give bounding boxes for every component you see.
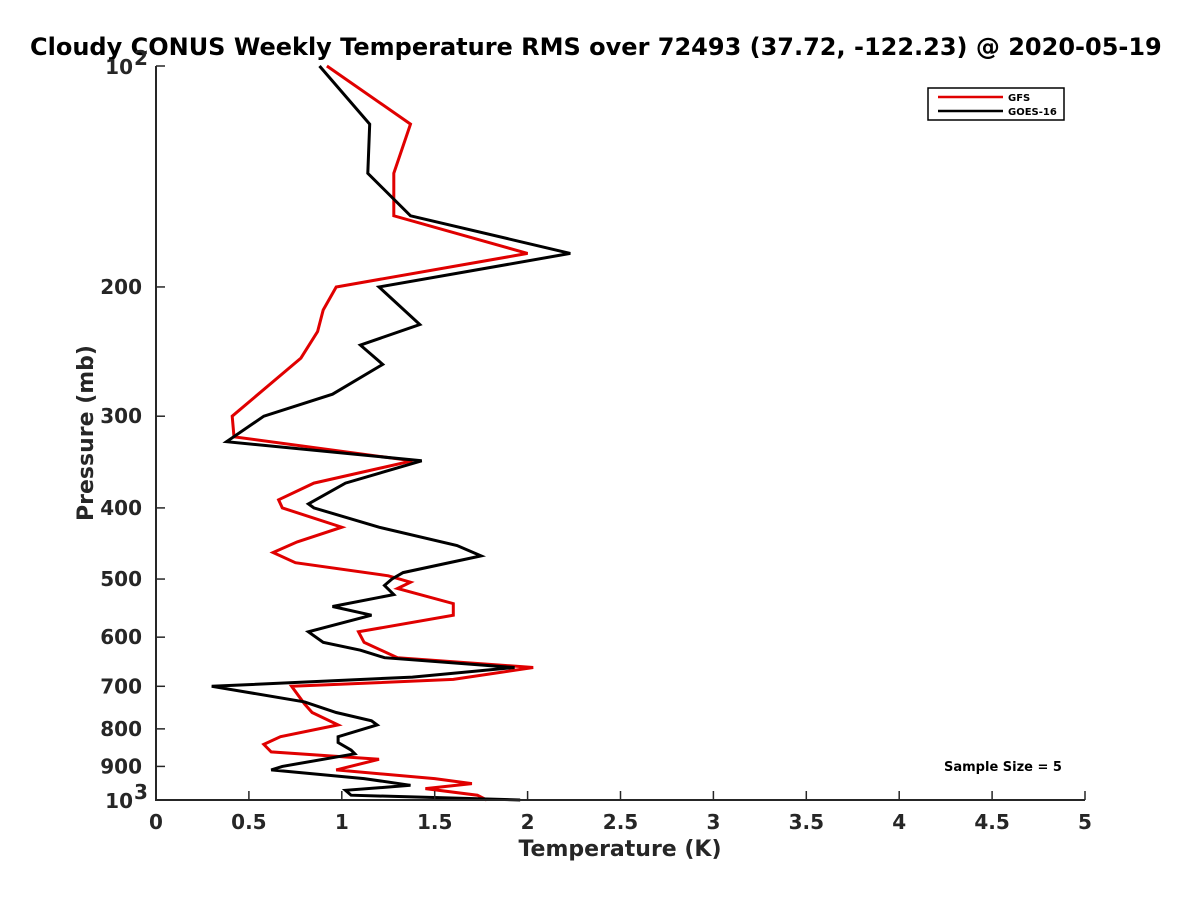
legend: GFS GOES-16 [927, 87, 1065, 121]
x-tick-label: 0 [149, 810, 163, 834]
x-tick-label: 5 [1078, 810, 1092, 834]
x-tick-label: 4 [892, 810, 906, 834]
x-tick-label: 2 [521, 810, 535, 834]
x-tick-label: 3 [706, 810, 720, 834]
y-tick-exponent: 2 [134, 46, 148, 70]
x-axis-label: Temperature (K) [518, 837, 721, 862]
plot-area [156, 66, 1085, 800]
x-tick-label: 3.5 [789, 810, 824, 834]
x-tick-label: 1 [335, 810, 349, 834]
x-axis: 0 0.5 1 1.5 2 2.5 3 3.5 4 4.5 5 [149, 791, 1092, 834]
y-tick-exponent: 3 [134, 780, 148, 804]
series-layer [211, 64, 571, 802]
y-tick-label: 300 [100, 404, 142, 428]
y-tick-label: 500 [100, 567, 142, 591]
y-tick-label: 900 [100, 754, 142, 778]
x-tick-label: 2.5 [603, 810, 638, 834]
y-tick-label: 700 [100, 674, 142, 698]
x-tick-label: 0.5 [231, 810, 266, 834]
y-tick-label: 400 [100, 496, 142, 520]
y-tick-label: 600 [100, 625, 142, 649]
y-tick-label: 10 [105, 55, 133, 79]
x-tick-label: 1.5 [417, 810, 452, 834]
y-axis-label: Pressure (mb) [74, 345, 99, 521]
legend-label: GFS [1008, 93, 1030, 104]
legend-label: GOES-16 [1008, 107, 1057, 118]
legend-box [927, 87, 1065, 121]
y-tick-label: 800 [100, 717, 142, 741]
series-line-goes-16 [211, 65, 571, 802]
y-tick-label: 10 [105, 789, 133, 813]
chart-title: Cloudy CONUS Weekly Temperature RMS over… [30, 33, 1162, 61]
sample-size-annotation: Sample Size = 5 [944, 760, 1062, 775]
series-line-gfs [230, 64, 534, 802]
y-tick-label: 200 [100, 275, 142, 299]
x-tick-label: 4.5 [974, 810, 1009, 834]
